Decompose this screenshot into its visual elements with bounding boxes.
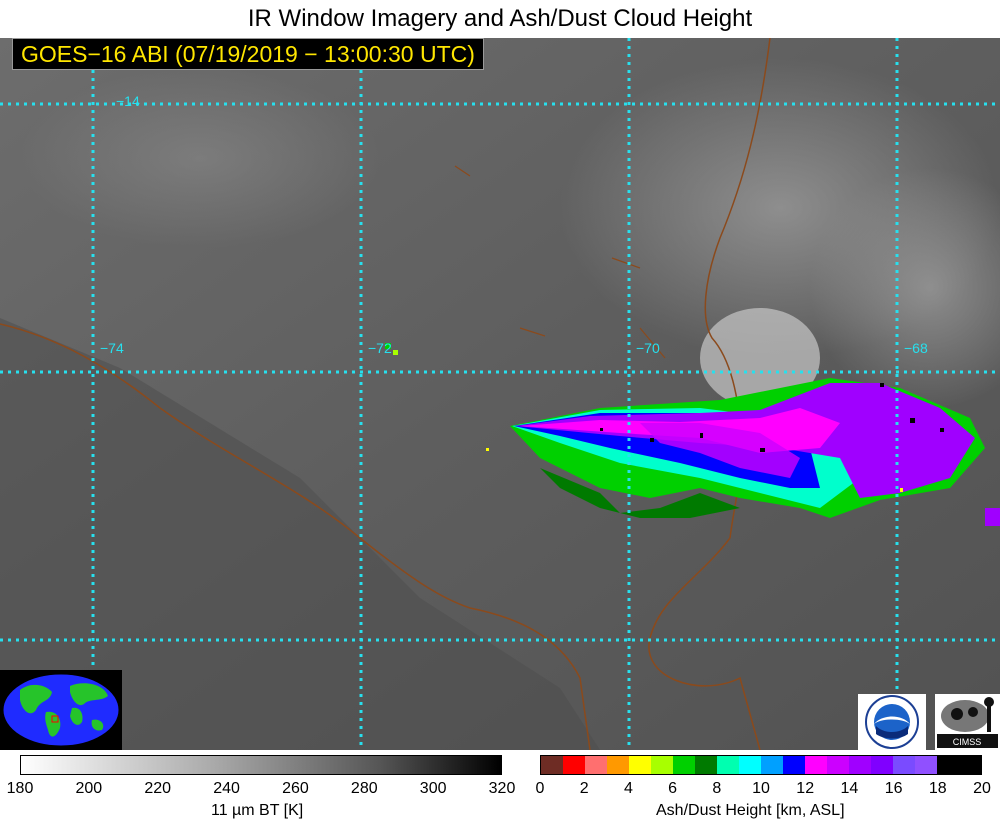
satellite-map[interactable]: [0, 38, 1000, 750]
bt-colorbar-label: 11 µm BT [K]: [211, 802, 304, 819]
cimss-logo: CIMSS: [935, 694, 1000, 750]
bt-tick-label: 200: [75, 780, 103, 797]
page-title: IR Window Imagery and Ash/Dust Cloud Hei…: [247, 5, 753, 32]
bt-tick-label: 260: [282, 780, 309, 797]
ash-tick-label: 12: [796, 780, 815, 797]
lon-label: −72: [368, 340, 392, 356]
ash-colorbar-swatch: [541, 756, 563, 774]
ash-colorbar-swatch: [695, 756, 717, 774]
ash-tick-label: 4: [623, 780, 633, 797]
coastline: [0, 323, 591, 750]
bt-tick-label: 300: [419, 780, 447, 797]
ash-colorbar-swatch: [805, 756, 827, 774]
lon-label: −74: [100, 340, 124, 356]
latlon-grid: [0, 38, 1000, 750]
ash-colorbar-swatch: [915, 756, 937, 774]
border-line: [648, 537, 761, 750]
ash-colorbar-swatch: [673, 756, 695, 774]
ash-colorbar-swatch: [937, 756, 959, 774]
ash-tick-label: 16: [884, 780, 903, 797]
cimss-logo-text: CIMSS: [953, 737, 982, 747]
ash-colorbar-swatch: [607, 756, 629, 774]
ash-tick-label: 6: [668, 780, 678, 797]
ash-colorbar-swatch: [739, 756, 761, 774]
ash-tick-label: 10: [752, 780, 770, 797]
globe-inset: [0, 670, 122, 750]
ash-tick-label: 8: [712, 780, 722, 797]
bt-tick-label: 280: [350, 780, 378, 797]
bt-tick-label: 180: [6, 780, 34, 797]
ash-tick-label: 2: [579, 780, 589, 797]
ash-colorbar-swatch: [871, 756, 893, 774]
ash-colorbar-swatch: [827, 756, 849, 774]
ash-colorbar-swatch: [717, 756, 739, 774]
ash-colorbar-swatch: [563, 756, 585, 774]
ash-colorbar-swatch: [849, 756, 871, 774]
ash-colorbar-swatch: [893, 756, 915, 774]
ash-colorbar-swatch: [585, 756, 607, 774]
ash-colorbar-swatch: [629, 756, 651, 774]
ash-colorbar-swatch: [651, 756, 673, 774]
ash-colorbar-swatch: [783, 756, 805, 774]
ash-colorbar-swatch: [761, 756, 783, 774]
ash-colorbar-label: Ash/Dust Height [km, ASL]: [656, 802, 845, 819]
ash-tick-label: 0: [535, 780, 545, 797]
ash-tick-label: 18: [928, 780, 947, 797]
lon-label: −70: [636, 340, 660, 356]
bt-tick-label: 220: [144, 780, 172, 797]
ash-colorbar-swatch: [959, 756, 981, 774]
lon-label: −68: [904, 340, 928, 356]
bt-colorbar: [20, 755, 502, 775]
satellite-time-banner: GOES−16 ABI (07/19/2019 − 13:00:30 UTC): [12, 38, 484, 70]
ash-tick-label: 14: [840, 780, 859, 797]
bt-tick-label: 320: [488, 780, 516, 797]
ash-plume: [385, 343, 1000, 526]
ash-tick-label: 20: [973, 780, 991, 797]
lat-label: −14: [116, 93, 140, 109]
noaa-logo: [858, 694, 926, 750]
map-canvas: [0, 38, 1000, 750]
bt-tick-label: 240: [213, 780, 240, 797]
ash-colorbar: [540, 755, 982, 775]
